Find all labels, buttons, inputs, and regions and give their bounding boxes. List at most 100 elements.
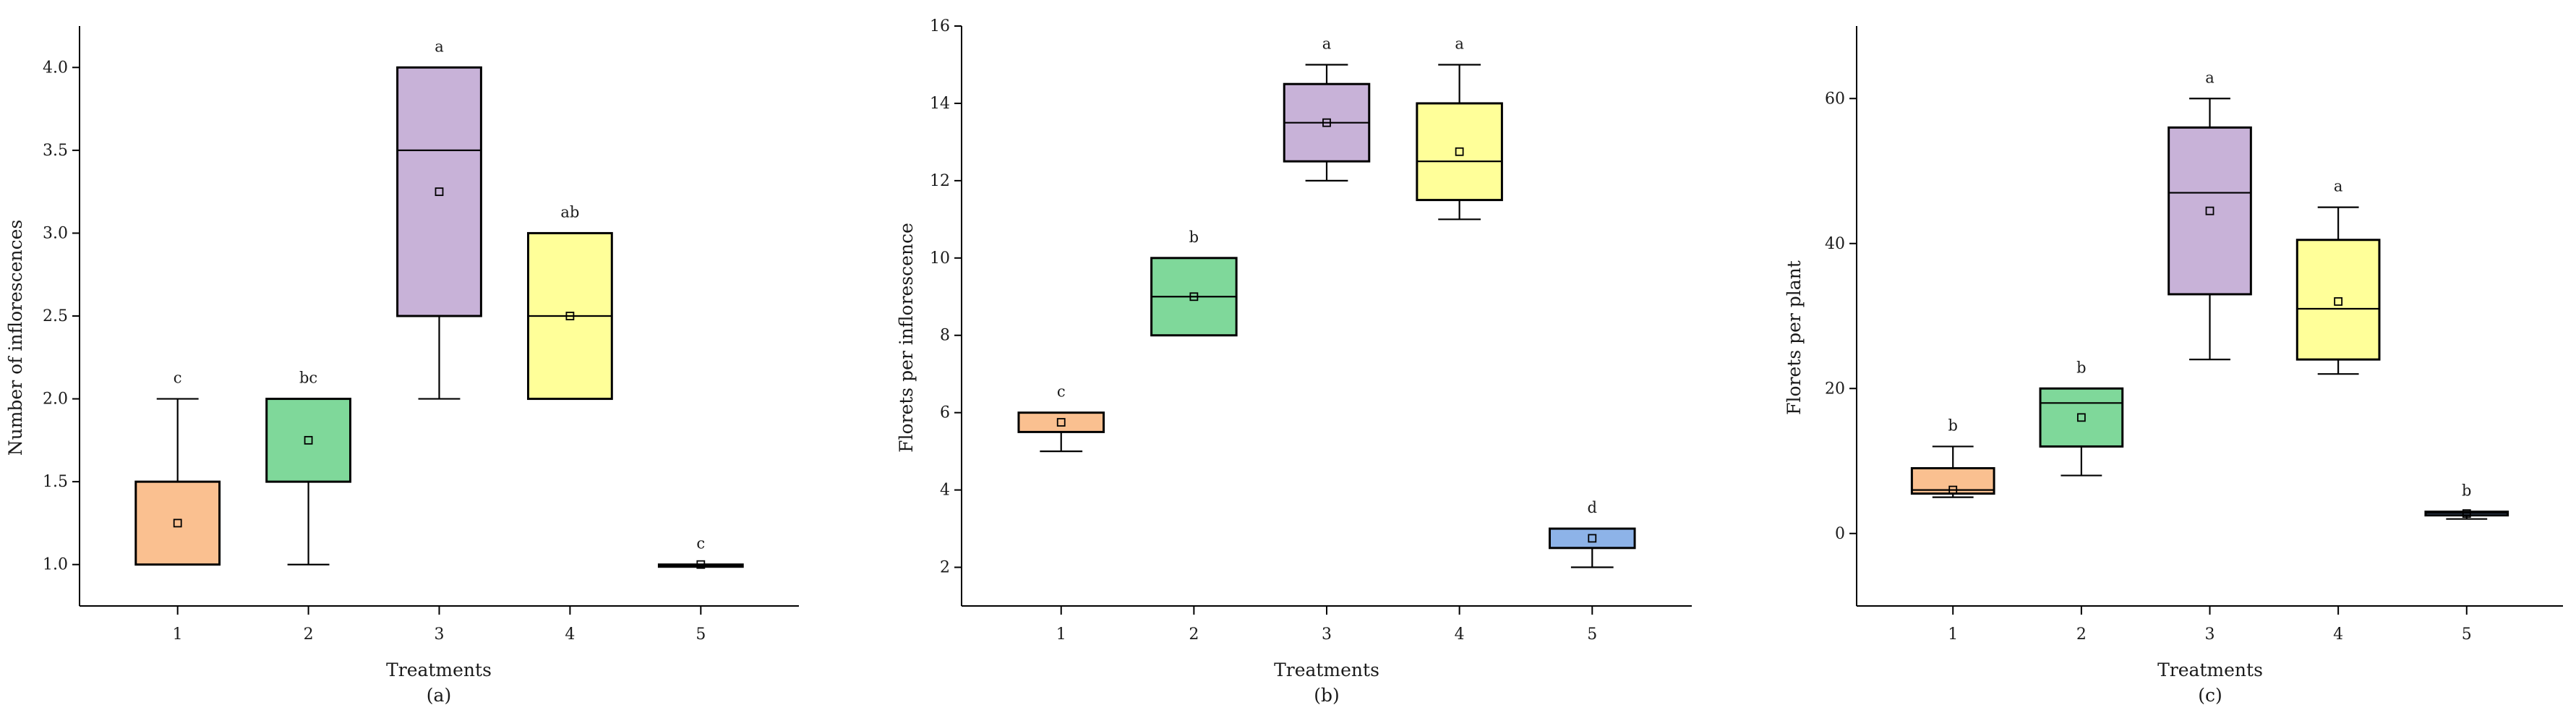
significance-label: b [1948, 417, 1958, 434]
box-treatment-1: c [1017, 383, 1105, 453]
y-tick-label: 4 [940, 482, 950, 500]
panel-label: (b) [1314, 685, 1340, 706]
mean-marker [1056, 418, 1066, 427]
y-tick-label: 60 [1825, 90, 1845, 108]
x-tick-label: 3 [1322, 625, 1332, 644]
y-axis-title: Number of inflorescences [5, 220, 26, 456]
box-treatment-3: a [396, 38, 482, 400]
y-tick-label: 16 [930, 17, 950, 35]
mean-marker [696, 560, 706, 569]
box-treatment-1: c [134, 370, 221, 566]
significance-label: b [2462, 482, 2471, 500]
significance-label: c [1057, 383, 1066, 401]
box-treatment-4: ab [527, 203, 613, 401]
x-tick-label: 4 [2333, 625, 2343, 644]
y-tick-label: 2.5 [43, 307, 68, 325]
x-tick-label: 1 [1948, 625, 1958, 644]
mean-marker [1189, 292, 1199, 302]
box-treatment-3: a [1283, 35, 1371, 182]
x-tick-label: 5 [696, 625, 706, 644]
mean-marker [1588, 534, 1597, 543]
x-tick-label: 5 [2462, 625, 2472, 644]
y-tick-label: 10 [930, 249, 950, 268]
panel-label: (a) [427, 685, 451, 706]
box-treatment-5: c [657, 535, 744, 569]
mean-marker [2205, 206, 2215, 215]
box-treatment-5: d [1549, 499, 1636, 568]
box-treatment-4: a [2295, 178, 2381, 375]
mean-marker [304, 435, 313, 445]
significance-label: a [1455, 35, 1464, 52]
box-treatment-3: a [2168, 69, 2252, 361]
y-tick-label: 12 [930, 172, 950, 190]
iqr-box [134, 480, 221, 566]
box-treatment-2: b [2039, 359, 2124, 477]
mean-marker [565, 312, 575, 320]
box-treatment-1: b [1910, 417, 1995, 498]
y-tick-label: 2 [940, 559, 950, 577]
x-tick-label: 2 [1189, 625, 1199, 644]
significance-label: bc [299, 370, 317, 387]
mean-marker [1322, 118, 1331, 127]
y-tick-label: 40 [1825, 235, 1845, 253]
box-treatment-5: b [2424, 482, 2509, 520]
y-axis-title: Florets per plant [1784, 260, 1805, 415]
iqr-box [1549, 527, 1636, 550]
y-tick-label: 14 [930, 95, 950, 113]
y-tick-label: 6 [940, 404, 950, 422]
x-tick-label: 4 [565, 625, 575, 644]
y-tick-label: 3.0 [43, 224, 68, 242]
x-axis-title: Treatments [2157, 659, 2263, 680]
mean-marker [2334, 297, 2343, 306]
mean-marker [1455, 147, 1464, 156]
significance-label: b [2076, 359, 2086, 376]
mean-marker [173, 518, 182, 528]
significance-label: c [696, 535, 705, 552]
x-axis-title: Treatments [1274, 659, 1379, 680]
panel-1: 1.0 1.5 2.0 2.5 3.0 3.5 4.0 1 2 3 4 5 c bc a ab c Number … [5, 26, 799, 706]
mean-marker [2076, 413, 2086, 422]
iqr-box [1017, 411, 1105, 433]
mean-marker [435, 187, 444, 197]
y-tick-label: 0 [1835, 525, 1845, 543]
panel-label: (c) [2198, 685, 2222, 706]
significance-label: a [1322, 35, 1332, 52]
x-tick-label: 1 [173, 625, 183, 644]
x-axis-title: Treatments [386, 659, 492, 680]
y-tick-label: 2.0 [43, 390, 68, 409]
iqr-box [2295, 239, 2381, 361]
significance-label: c [174, 370, 182, 387]
iqr-box [396, 66, 482, 317]
significance-label: a [2334, 178, 2343, 195]
significance-label: a [2205, 69, 2215, 86]
significance-label: d [1588, 499, 1597, 516]
x-tick-label: 3 [435, 625, 445, 644]
significance-label: a [435, 38, 444, 55]
y-tick-label: 1.5 [43, 473, 68, 491]
y-tick-label: 8 [940, 327, 950, 345]
significance-label: ab [560, 203, 579, 221]
y-tick-label: 1.0 [43, 556, 68, 574]
x-tick-label: 2 [2076, 625, 2087, 644]
x-tick-label: 2 [304, 625, 314, 644]
iqr-box [2168, 126, 2252, 296]
box-treatment-4: a [1416, 35, 1503, 221]
x-tick-label: 3 [2205, 625, 2215, 644]
iqr-box [265, 398, 351, 483]
iqr-box [1416, 102, 1503, 202]
box-treatment-2: b [1150, 229, 1238, 337]
x-tick-label: 4 [1455, 625, 1465, 644]
x-tick-label: 1 [1056, 625, 1066, 644]
iqr-box [2039, 387, 2124, 448]
y-axis-title: Florets per inflorescence [896, 223, 917, 453]
mean-marker [1948, 485, 1958, 495]
box-treatment-2: bc [265, 370, 351, 565]
y-tick-label: 3.5 [43, 142, 68, 160]
y-tick-label: 20 [1825, 380, 1845, 398]
x-tick-label: 5 [1587, 625, 1597, 644]
y-tick-label: 4.0 [43, 59, 68, 77]
mean-marker [2462, 509, 2471, 518]
